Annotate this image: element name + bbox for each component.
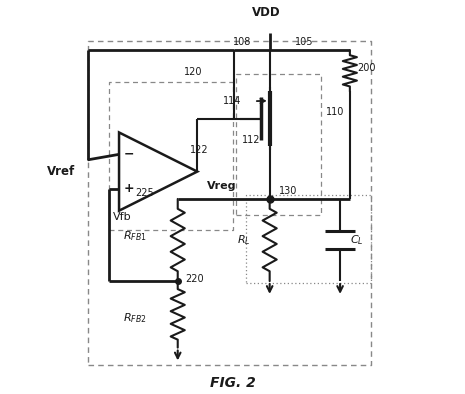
Text: $R_{FB2}$: $R_{FB2}$ [123, 311, 146, 325]
Text: 130: 130 [279, 186, 298, 196]
Text: VDD: VDD [252, 6, 280, 19]
Text: Vref: Vref [46, 165, 75, 178]
Text: $C_L$: $C_L$ [350, 233, 364, 247]
Text: 122: 122 [189, 145, 208, 155]
Text: Vreg: Vreg [207, 181, 236, 191]
Text: +: + [124, 182, 134, 195]
Text: 105: 105 [295, 37, 313, 47]
Text: FIG. 2: FIG. 2 [210, 376, 255, 390]
Text: 225: 225 [135, 188, 154, 198]
Text: Vfb: Vfb [113, 212, 132, 221]
Text: 220: 220 [186, 274, 204, 284]
Text: $R_{FB1}$: $R_{FB1}$ [123, 229, 146, 243]
Text: −: − [124, 148, 134, 161]
Text: 108: 108 [232, 37, 251, 47]
Text: 200: 200 [358, 63, 376, 73]
Text: 114: 114 [223, 96, 241, 106]
Text: 120: 120 [184, 67, 202, 77]
Text: $R_L$: $R_L$ [237, 233, 250, 247]
Text: 112: 112 [242, 135, 261, 145]
Text: 110: 110 [326, 107, 345, 117]
